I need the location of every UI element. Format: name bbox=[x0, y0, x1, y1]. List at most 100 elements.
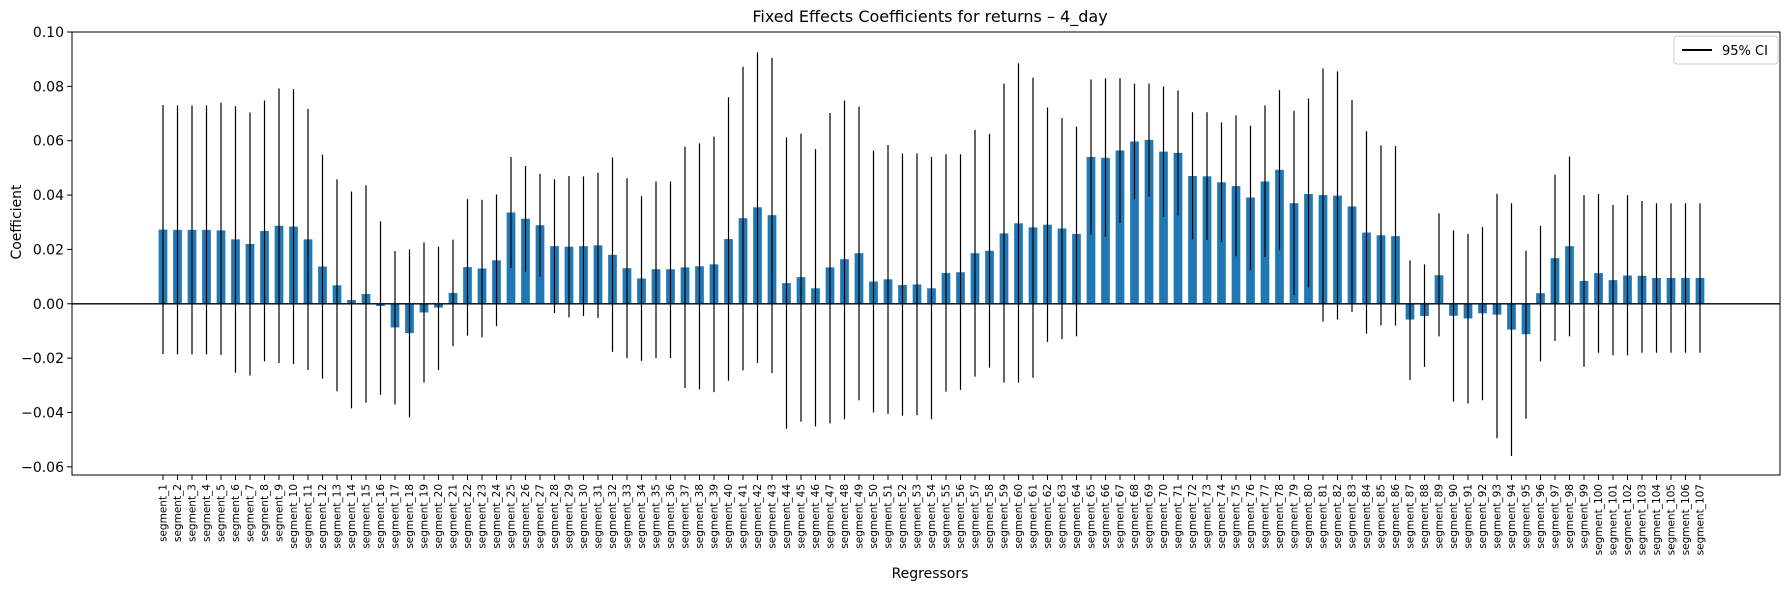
x-tick-label: segment_68 bbox=[1129, 484, 1141, 549]
x-tick-label: segment_70 bbox=[1158, 484, 1170, 549]
x-tick-label: segment_26 bbox=[520, 484, 532, 549]
x-tick-label: segment_91 bbox=[1463, 484, 1475, 549]
x-axis-ticks: segment_1 segment_2 segment_3 segment_4 segm… bbox=[158, 475, 1707, 555]
x-tick-label: segment_54 bbox=[926, 484, 938, 549]
x-tick-label: segment_53 bbox=[912, 484, 924, 549]
x-tick-label: segment_96 bbox=[1535, 484, 1547, 549]
bar bbox=[1130, 141, 1139, 304]
x-tick-label: segment_98 bbox=[1564, 484, 1576, 549]
x-tick-label: segment_77 bbox=[1260, 484, 1272, 549]
x-tick-label: segment_74 bbox=[1216, 484, 1228, 549]
bar bbox=[1144, 139, 1154, 304]
plot-frame bbox=[71, 31, 1781, 476]
x-tick-label: segment_79 bbox=[1289, 484, 1301, 549]
x-tick-label: segment_100 bbox=[1593, 484, 1605, 555]
x-tick-label: segment_20 bbox=[433, 484, 445, 549]
x-tick-label: segment_40 bbox=[723, 484, 735, 549]
legend-box bbox=[1673, 35, 1779, 65]
x-tick-label: segment_11 bbox=[303, 484, 315, 549]
x-tick-label: segment_89 bbox=[1434, 484, 1446, 549]
x-tick-label: segment_38 bbox=[694, 484, 706, 549]
bar bbox=[1159, 151, 1168, 304]
x-tick-label: segment_43 bbox=[767, 484, 779, 549]
x-tick-label: segment_15 bbox=[361, 484, 373, 549]
x-tick-label: segment_58 bbox=[984, 484, 996, 549]
x-tick-label: segment_28 bbox=[549, 484, 561, 549]
x-tick-label: segment_21 bbox=[448, 484, 460, 549]
x-tick-label: segment_93 bbox=[1492, 484, 1504, 549]
x-tick-label: segment_102 bbox=[1622, 484, 1634, 555]
x-tick-label: segment_82 bbox=[1332, 484, 1344, 549]
x-axis-label: Regressors bbox=[892, 566, 969, 582]
x-tick-label: segment_39 bbox=[709, 484, 721, 549]
x-tick-label: segment_63 bbox=[1057, 484, 1069, 549]
x-tick-label: segment_8 bbox=[259, 484, 271, 542]
x-tick-label: segment_88 bbox=[1419, 484, 1431, 549]
x-tick-label: segment_101 bbox=[1608, 484, 1620, 555]
x-tick-label: segment_37 bbox=[680, 484, 692, 549]
x-tick-label: segment_106 bbox=[1680, 484, 1692, 556]
bar bbox=[1188, 176, 1197, 304]
x-tick-label: segment_80 bbox=[1303, 484, 1315, 549]
x-tick-label: segment_65 bbox=[1086, 484, 1098, 549]
x-tick-label: segment_24 bbox=[491, 484, 503, 549]
x-tick-label: segment_97 bbox=[1550, 484, 1562, 549]
x-tick-label: segment_4 bbox=[201, 484, 213, 542]
x-tick-label: segment_5 bbox=[216, 484, 228, 542]
x-tick-label: segment_32 bbox=[607, 484, 619, 549]
x-tick-label: segment_81 bbox=[1318, 484, 1330, 549]
x-tick-label: segment_99 bbox=[1579, 484, 1591, 549]
x-tick-label: segment_17 bbox=[390, 484, 402, 549]
x-tick-label: segment_75 bbox=[1231, 484, 1243, 549]
x-tick-label: segment_69 bbox=[1144, 484, 1156, 549]
x-tick-label: segment_25 bbox=[506, 484, 518, 549]
x-tick-label: segment_62 bbox=[1042, 484, 1054, 549]
x-tick-label: segment_10 bbox=[288, 484, 300, 549]
x-tick-label: segment_86 bbox=[1390, 484, 1402, 549]
chart-title: Fixed Effects Coefficients for returns –… bbox=[752, 7, 1107, 27]
x-tick-label: segment_14 bbox=[346, 484, 358, 549]
x-tick-label: segment_46 bbox=[810, 484, 822, 549]
x-tick-label: segment_30 bbox=[578, 484, 590, 549]
y-tick-label: −0.06 bbox=[21, 460, 64, 476]
bar bbox=[1173, 152, 1183, 304]
x-tick-label: segment_29 bbox=[564, 484, 576, 549]
x-tick-label: segment_36 bbox=[665, 484, 677, 549]
y-tick-label: 0.00 bbox=[33, 297, 64, 313]
x-tick-label: segment_13 bbox=[332, 484, 344, 549]
x-tick-label: segment_95 bbox=[1521, 484, 1533, 549]
x-tick-label: segment_56 bbox=[955, 484, 967, 549]
x-tick-label: segment_94 bbox=[1506, 484, 1518, 549]
x-tick-label: segment_71 bbox=[1173, 484, 1185, 549]
y-axis-ticks: −0.06 −0.04 −0.02 0.00 0.02 0.04 0.06 0.08 0.10 bbox=[21, 25, 72, 476]
x-tick-label: segment_60 bbox=[1013, 484, 1025, 549]
x-tick-label: segment_3 bbox=[187, 484, 199, 542]
x-tick-label: segment_64 bbox=[1071, 484, 1083, 549]
x-tick-label: segment_87 bbox=[1405, 484, 1417, 549]
x-tick-label: segment_50 bbox=[868, 484, 880, 549]
x-tick-label: segment_72 bbox=[1187, 484, 1199, 549]
x-tick-label: segment_104 bbox=[1651, 484, 1663, 556]
legend-ci-label: 95% CI bbox=[1722, 44, 1768, 59]
x-tick-label: segment_49 bbox=[854, 484, 866, 549]
y-axis-label: Coefficient bbox=[9, 184, 25, 260]
x-tick-label: segment_16 bbox=[375, 484, 387, 549]
x-tick-label: segment_45 bbox=[796, 484, 808, 549]
x-tick-label: segment_73 bbox=[1202, 484, 1214, 549]
x-tick-label: segment_59 bbox=[999, 484, 1011, 549]
x-tick-label: segment_34 bbox=[636, 484, 648, 549]
x-tick-label: segment_18 bbox=[404, 484, 416, 549]
x-tick-label: segment_83 bbox=[1347, 484, 1359, 549]
x-tick-label: segment_52 bbox=[897, 484, 909, 549]
x-tick-label: segment_48 bbox=[839, 484, 851, 549]
x-tick-label: segment_55 bbox=[941, 484, 953, 549]
y-tick-label: −0.04 bbox=[21, 405, 64, 421]
x-tick-label: segment_84 bbox=[1361, 484, 1373, 549]
bar bbox=[1115, 150, 1125, 304]
y-tick-label: 0.02 bbox=[33, 242, 64, 258]
x-tick-label: segment_41 bbox=[738, 484, 750, 549]
y-tick-label: 0.06 bbox=[33, 134, 64, 150]
x-tick-label: segment_105 bbox=[1666, 484, 1678, 555]
x-tick-label: segment_66 bbox=[1100, 484, 1112, 549]
